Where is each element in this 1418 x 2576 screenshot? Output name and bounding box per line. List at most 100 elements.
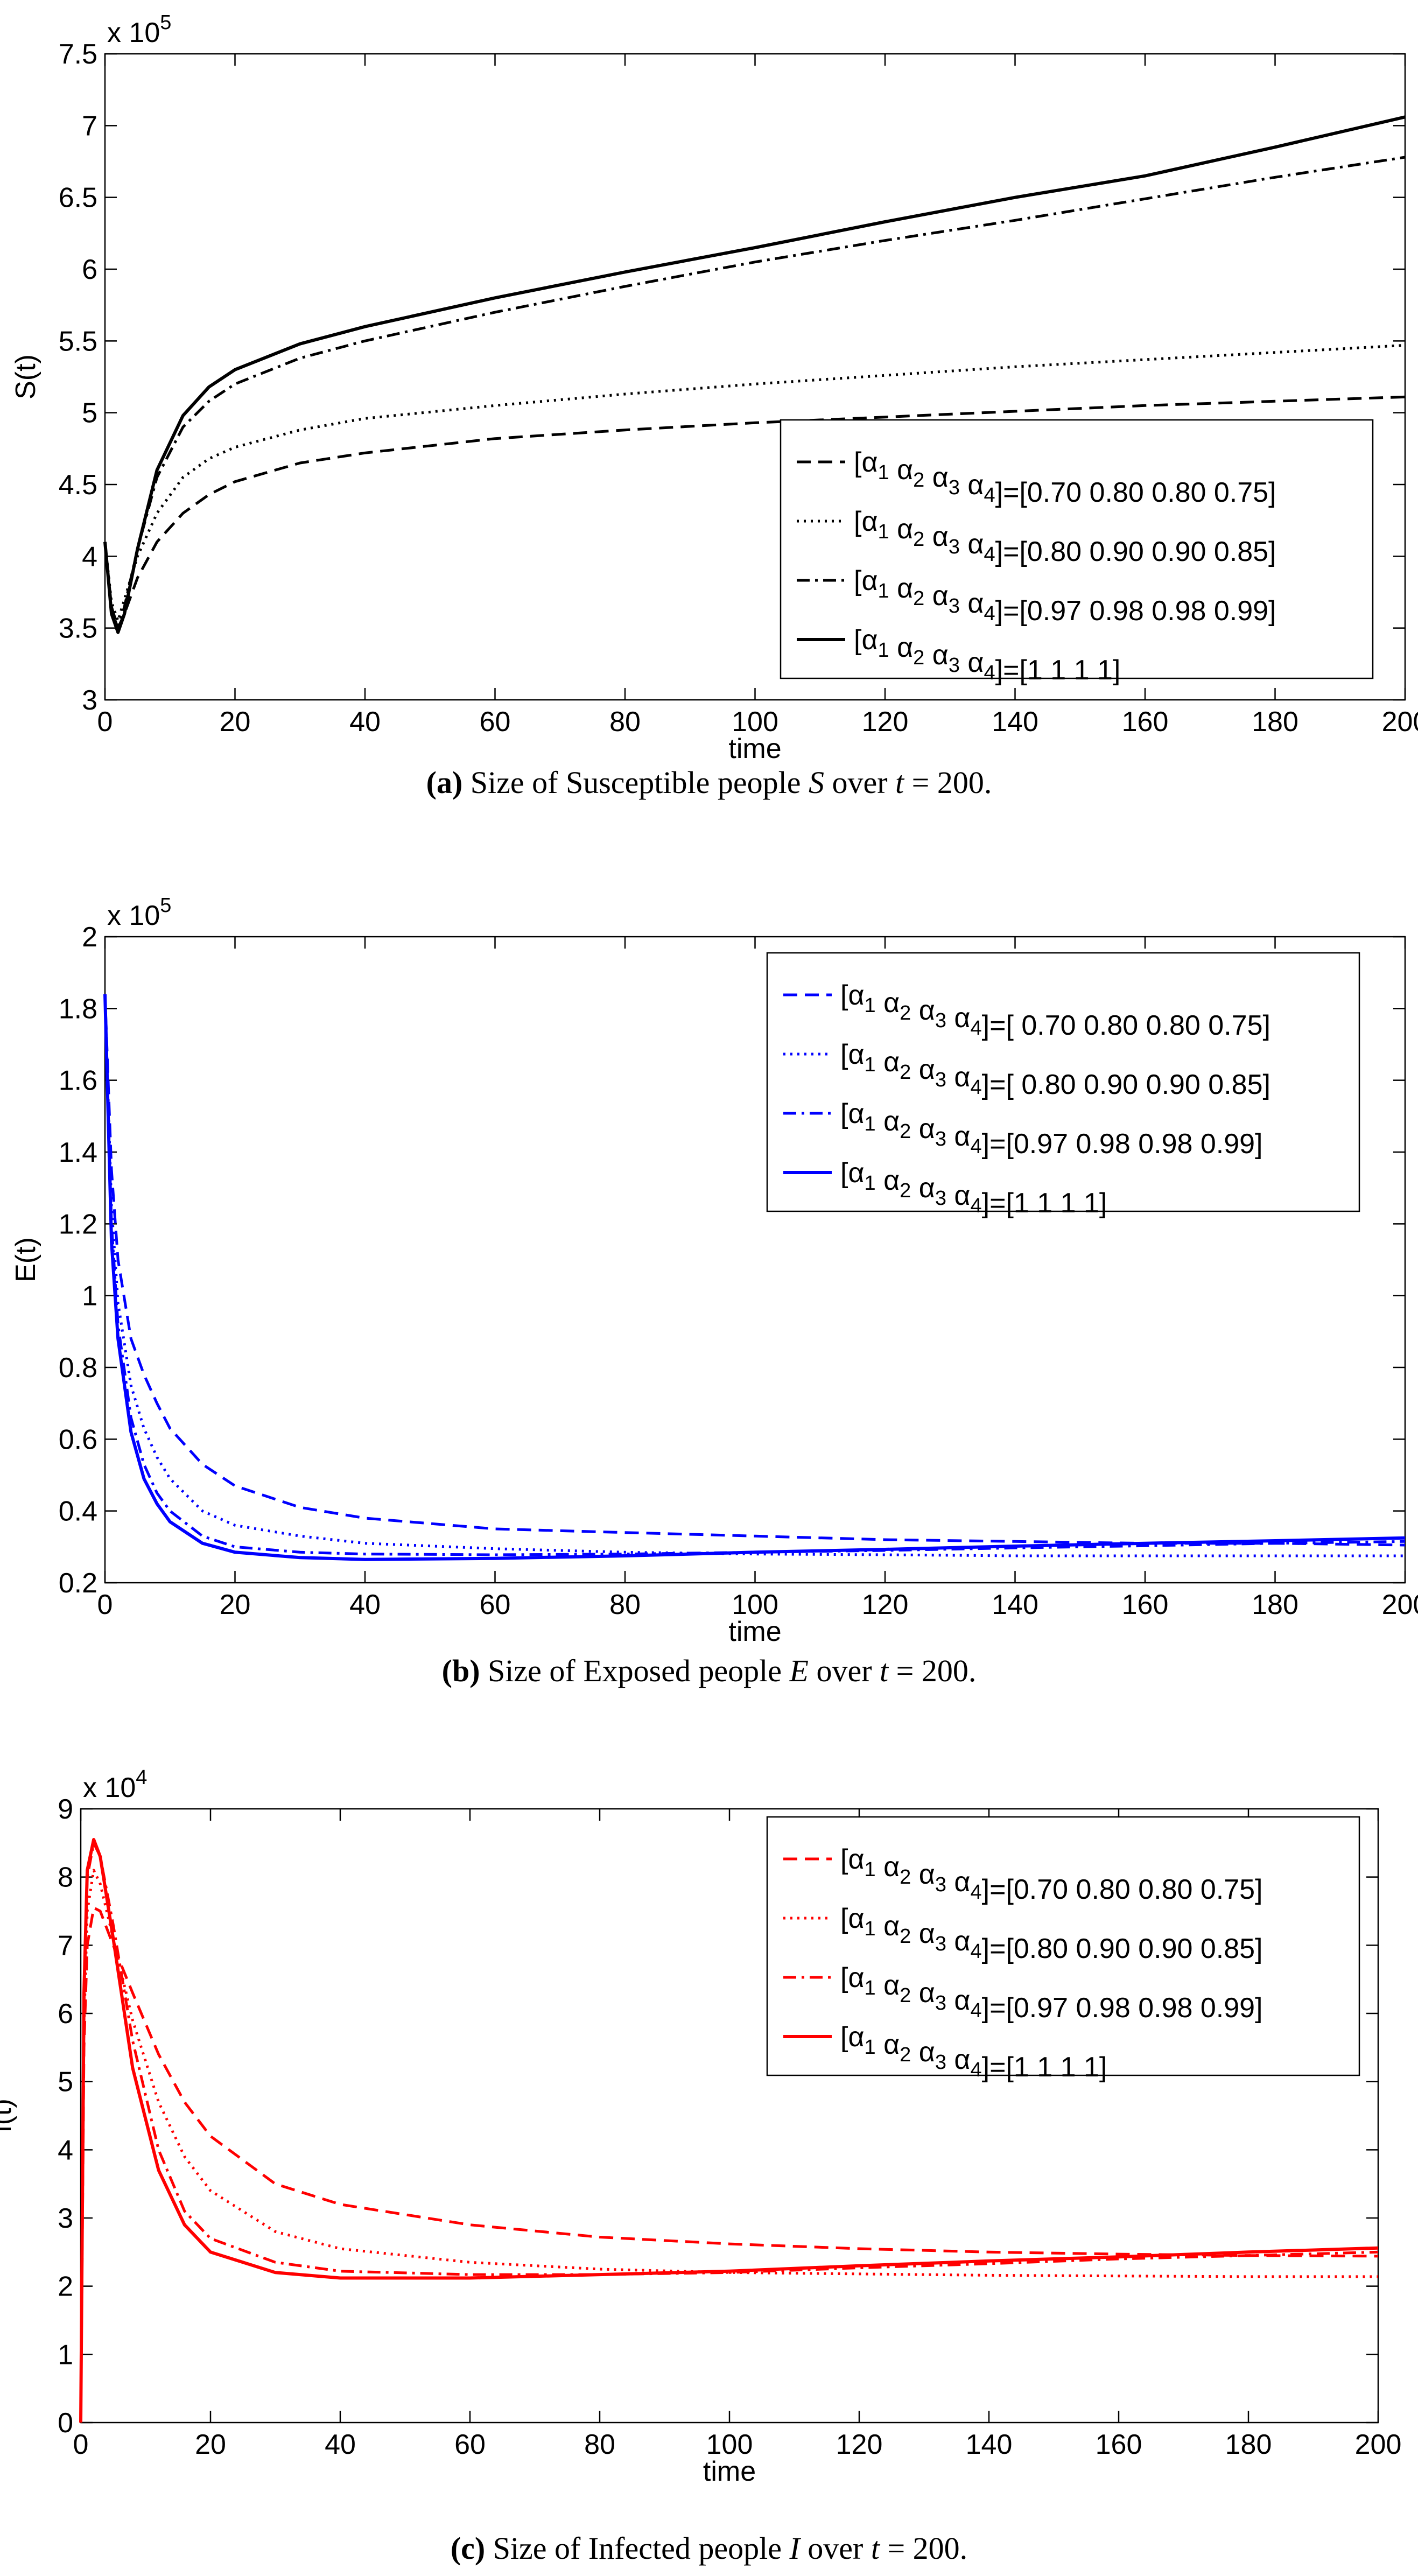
- y-tick-label: 1.8: [59, 993, 97, 1024]
- legend-label-c-1: [α1 α2 α3 α4]=[0.70 0.80 0.80 0.75]: [840, 1844, 1263, 1905]
- y-tick-label: 1: [58, 2339, 73, 2370]
- caption-c: (c) Size of Infected people I over t = 2…: [0, 2530, 1418, 2566]
- x-tick-label: 180: [1252, 1589, 1298, 1620]
- x-tick-label: 160: [1122, 1589, 1169, 1620]
- y-tick-label: 2: [82, 922, 97, 953]
- y-tick-label: 7.5: [59, 39, 97, 70]
- y-tick-label: 2: [58, 2271, 73, 2303]
- legend-label-c-2: [α1 α2 α3 α4]=[0.80 0.90 0.90 0.85]: [840, 1903, 1263, 1964]
- caption-c-over: over: [808, 2531, 864, 2566]
- series-line-a-4: [103, 115, 1406, 634]
- y-tick-label: 1.4: [59, 1137, 97, 1168]
- x-tick-label: 100: [732, 706, 778, 738]
- series-line-b-1: [103, 994, 1406, 1547]
- caption-a-t: t: [895, 765, 904, 800]
- caption-a-letter: (a): [426, 765, 463, 800]
- x-tick-label: 60: [480, 706, 511, 738]
- caption-a-end: = 200.: [911, 765, 992, 800]
- x-axis-label-c: time: [703, 2456, 756, 2487]
- caption-c-end: = 200.: [887, 2531, 968, 2566]
- y-tick-label: 0: [58, 2407, 73, 2439]
- x-tick-label: 80: [609, 706, 641, 738]
- caption-a: (a) Size of Susceptible people S over t …: [0, 764, 1418, 801]
- y-tick-label: 6: [82, 254, 97, 285]
- y-tick-label: 6: [58, 1998, 73, 2030]
- y-tick-label: 6.5: [59, 183, 97, 214]
- legend-box-c: [766, 1816, 1360, 2076]
- caption-a-var: S: [808, 765, 824, 800]
- legend-box-a: [780, 419, 1374, 679]
- y-axis-label-c: I(t): [0, 2098, 17, 2133]
- caption-b-letter: (b): [441, 1653, 480, 1688]
- axis-exponent-b: x 105: [107, 894, 171, 931]
- y-axis-label-a: S(t): [10, 354, 41, 399]
- x-tick-label: 200: [1382, 1589, 1418, 1620]
- legend-label-a-1: [α1 α2 α3 α4]=[0.70 0.80 0.80 0.75]: [854, 447, 1276, 508]
- y-tick-label: 5.5: [59, 326, 97, 357]
- x-tick-label: 60: [454, 2429, 486, 2460]
- x-tick-label: 160: [1096, 2429, 1142, 2460]
- y-tick-label: 4: [58, 2135, 73, 2166]
- x-axis-label-a: time: [728, 733, 781, 764]
- caption-b-over: over: [816, 1653, 872, 1688]
- y-tick-label: 7: [82, 110, 97, 142]
- caption-c-text: Size of Infected people: [493, 2531, 782, 2566]
- x-axis-label-b: time: [728, 1616, 781, 1647]
- caption-c-var: I: [789, 2531, 800, 2566]
- x-tick-label: 80: [584, 2429, 615, 2460]
- y-tick-label: 3: [82, 685, 97, 716]
- series-line-c-1: [79, 1906, 1379, 2423]
- legend-label-c-3: [α1 α2 α3 α4]=[0.97 0.98 0.98 0.99]: [840, 1962, 1263, 2024]
- x-tick-label: 40: [349, 1589, 381, 1620]
- caption-b-text: Size of Exposed people: [488, 1653, 782, 1688]
- legend-label-a-3: [α1 α2 α3 α4]=[0.97 0.98 0.98 0.99]: [854, 565, 1276, 627]
- legend-label-b-2: [α1 α2 α3 α4]=[ 0.80 0.90 0.90 0.85]: [840, 1039, 1270, 1100]
- legend-box-b: [766, 952, 1360, 1212]
- legend-label-a-4: [α1 α2 α3 α4]=[1 1 1 1]: [854, 624, 1120, 686]
- x-tick-label: 120: [836, 2429, 883, 2460]
- x-tick-label: 120: [862, 706, 909, 738]
- x-tick-label: 140: [992, 706, 1038, 738]
- x-tick-label: 100: [732, 1589, 778, 1620]
- y-tick-label: 1.2: [59, 1209, 97, 1240]
- axis-exponent-c: x 104: [83, 1766, 147, 1803]
- y-tick-label: 0.8: [59, 1352, 97, 1384]
- x-tick-label: 20: [220, 706, 251, 738]
- y-tick-label: 1: [82, 1281, 97, 1312]
- x-tick-label: 160: [1122, 706, 1169, 738]
- legend-label-b-3: [α1 α2 α3 α4]=[0.97 0.98 0.98 0.99]: [840, 1098, 1263, 1160]
- x-tick-label: 180: [1252, 706, 1298, 738]
- x-tick-label: 40: [349, 706, 381, 738]
- x-tick-label: 0: [97, 1589, 113, 1620]
- caption-b-t: t: [880, 1653, 889, 1688]
- y-tick-label: 8: [58, 1862, 73, 1893]
- x-tick-label: 60: [480, 1589, 511, 1620]
- caption-a-text: Size of Susceptible people: [470, 765, 801, 800]
- x-tick-label: 0: [97, 706, 113, 738]
- series-line-b-4: [103, 994, 1406, 1561]
- caption-a-over: over: [832, 765, 888, 800]
- caption-c-letter: (c): [450, 2531, 486, 2566]
- y-tick-label: 0.6: [59, 1424, 97, 1455]
- legend-b: [α1 α2 α3 α4]=[ 0.70 0.80 0.80 0.75][α1 …: [766, 952, 1360, 1219]
- x-tick-label: 180: [1225, 2429, 1272, 2460]
- chart-panel-c: 0 20 40 60 80 100 120 140 160 180 200 0 1 2 3 4 5 6 7 8 9 x 1…: [0, 1728, 1418, 2576]
- series-line-c-4: [79, 1838, 1379, 2423]
- x-tick-label: 0: [73, 2429, 89, 2460]
- series-line-a-2: [103, 343, 1406, 622]
- chart-a: 0 20 40 60 80 100 120 140 160 180 200 3 3.5 4 4.5 5 5.5 6…: [10, 11, 1418, 764]
- legend-label-b-4: [α1 α2 α3 α4]=[1 1 1 1]: [840, 1157, 1107, 1219]
- series-line-b-2: [103, 994, 1405, 1557]
- caption-c-t: t: [871, 2531, 880, 2566]
- legend-label-b-1: [α1 α2 α3 α4]=[ 0.70 0.80 0.80 0.75]: [840, 980, 1270, 1041]
- x-tick-label: 40: [325, 2429, 356, 2460]
- y-axis-label-b: E(t): [10, 1237, 41, 1282]
- series-line-a-1: [103, 395, 1406, 630]
- caption-b-end: = 200.: [896, 1653, 977, 1688]
- chart-panel-b: 0 20 40 60 80 100 120 140 160 180 200 0.2 0.4 0.6 0.8 1…: [0, 840, 1418, 1701]
- x-tick-label: 80: [609, 1589, 641, 1620]
- y-tick-label: 4: [82, 541, 97, 572]
- x-tick-label: 200: [1355, 2429, 1402, 2460]
- legend-c: [α1 α2 α3 α4]=[0.70 0.80 0.80 0.75][α1 α…: [766, 1816, 1360, 2083]
- y-tick-label: 7: [58, 1930, 73, 1961]
